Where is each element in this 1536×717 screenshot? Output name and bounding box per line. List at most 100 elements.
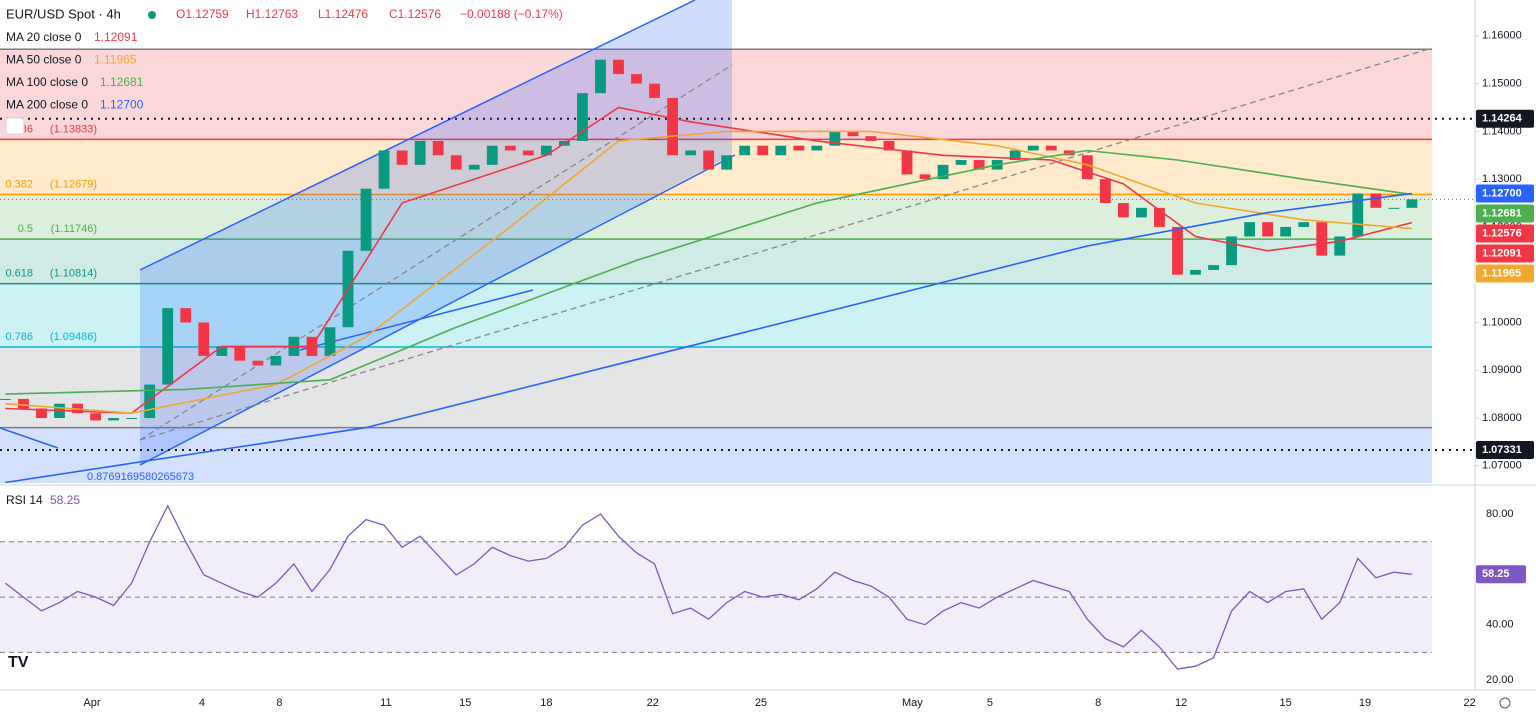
rsi-line: [5, 504, 1412, 670]
candle: [252, 360, 264, 366]
ohlc-change: −0.00188 (−0.17%): [460, 7, 563, 21]
ma-legend-value: 1.12700: [100, 98, 144, 112]
x-tick-label: 11: [380, 697, 391, 709]
y-tick-label: 1.14000: [1482, 125, 1522, 137]
candle: [1190, 269, 1201, 275]
candle: [1045, 145, 1057, 151]
candle: [757, 145, 769, 156]
ma-legend-value: 1.11965: [94, 53, 137, 67]
candle: [198, 322, 210, 356]
candle: [1316, 222, 1328, 256]
candle: [811, 145, 823, 151]
candle: [703, 150, 715, 170]
price-badge: [1476, 264, 1534, 283]
candle: [613, 59, 624, 75]
candle: [829, 131, 841, 146]
settings-icon[interactable]: [1499, 697, 1511, 709]
x-tick-label: 8: [276, 697, 282, 709]
candle: [1099, 179, 1111, 204]
candle: [270, 355, 282, 366]
price-badge: [1476, 204, 1534, 223]
candle: [901, 150, 913, 175]
collapse-button[interactable]: [5, 117, 25, 135]
fib-zone: [0, 239, 1432, 284]
candle: [486, 145, 498, 165]
rsi-badge-label: 58.25: [1482, 568, 1510, 580]
candle: [1136, 207, 1147, 218]
candle: [36, 408, 47, 419]
y-tick-label: 1.10000: [1482, 316, 1522, 328]
candle: [1388, 207, 1400, 209]
candle: [865, 136, 877, 141]
fib-ratio: 0.5: [18, 223, 33, 235]
candle: [450, 155, 462, 170]
candle: [144, 384, 156, 419]
candle: [1027, 145, 1039, 151]
candle: [234, 346, 246, 361]
candle: [1244, 222, 1256, 237]
fib-price: (1.12679): [50, 178, 97, 190]
price-badge-label: 1.14264: [1482, 113, 1523, 125]
price-badge: [1476, 109, 1534, 128]
fib-ratio: 0.618: [5, 267, 33, 279]
fib-price: (1.10814): [50, 267, 97, 279]
candle: [1208, 265, 1219, 270]
candle: [162, 308, 174, 385]
status-dot: [148, 11, 156, 19]
candle: [432, 140, 444, 156]
channel-mid: [139, 64, 733, 441]
candle: [378, 150, 390, 189]
x-tick-label: 19: [1359, 697, 1371, 709]
candle: [1280, 226, 1292, 237]
candle: [180, 308, 192, 323]
x-tick-label: 12: [1175, 697, 1187, 709]
rsi-tick-label: 40.00: [1486, 619, 1514, 631]
candle: [631, 74, 642, 84]
candle: [1352, 193, 1364, 237]
fib-ratio: 0.382: [5, 178, 33, 190]
fib-extra: 0.8769169580265673: [87, 471, 194, 483]
candle: [667, 97, 678, 156]
price-badge-label: 1.11965: [1482, 267, 1521, 279]
candle: [793, 145, 805, 151]
ma-line: [5, 192, 1413, 484]
candle: [414, 140, 426, 165]
candle: [883, 140, 895, 151]
candle: [504, 145, 516, 151]
x-tick-label: May: [902, 697, 923, 709]
ohlc-close: C1.12576: [389, 7, 441, 21]
x-tick-label: 25: [755, 697, 767, 709]
y-tick-label: 1.13000: [1482, 173, 1522, 185]
x-tick-label: 15: [1280, 697, 1292, 709]
trend-dashed: [139, 47, 1433, 441]
ohlc-low: L1.12476: [318, 7, 368, 21]
candle: [739, 145, 751, 156]
candle: [1172, 226, 1183, 275]
fib-zone: [0, 427, 1432, 483]
ohlc-high: H1.12763: [246, 7, 298, 21]
fib-zones: 36 (1.13833)0.382 (1.12679)0.5 (1.11746)0.6…: [0, 48, 1432, 483]
x-tick-label: 15: [459, 697, 471, 709]
candle: [1154, 207, 1165, 227]
price-badge: [1476, 440, 1534, 459]
candle: [955, 160, 967, 165]
ma-legend-name: MA 20 close 0: [6, 30, 82, 44]
ma-legend-name: MA 50 close 0: [6, 53, 82, 67]
ma-legend-value: 1.12091: [94, 30, 138, 44]
candle: [396, 150, 408, 165]
candle: [18, 398, 29, 409]
x-tick-label: 5: [987, 697, 993, 709]
x-tick-label: 18: [540, 697, 552, 709]
trend-line: [0, 427, 59, 449]
fib-zone: [0, 49, 1432, 140]
rsi-value: 58.25: [50, 493, 80, 507]
channel-upper: [139, 0, 696, 271]
candle: [919, 174, 931, 180]
candle: [775, 145, 787, 156]
candle: [468, 164, 480, 170]
candle: [360, 188, 372, 251]
price-badge-label: 1.12681: [1482, 207, 1522, 219]
candle: [721, 155, 733, 170]
fib-zone: [0, 194, 1432, 240]
